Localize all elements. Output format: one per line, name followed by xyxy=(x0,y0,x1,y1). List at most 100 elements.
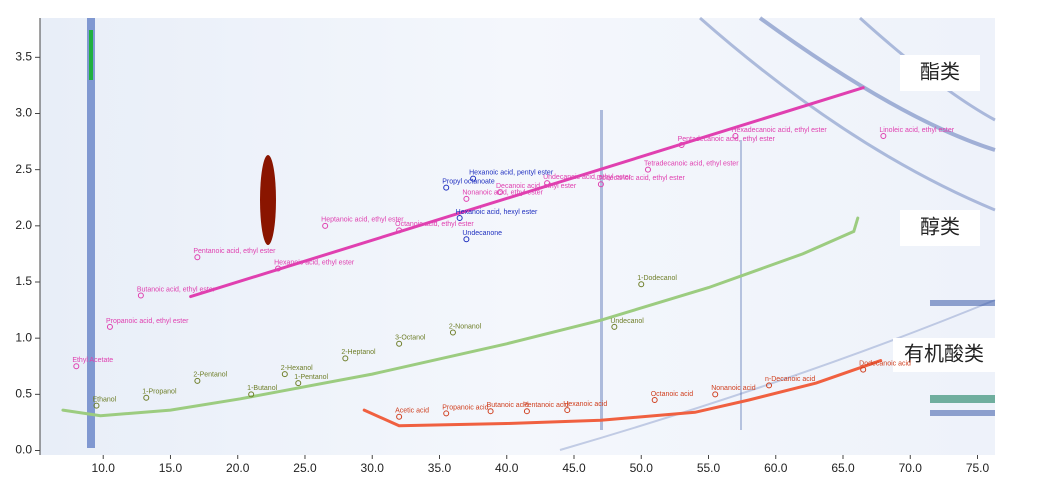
peak-marker xyxy=(194,377,201,384)
peak-marker xyxy=(456,214,463,221)
y-tick-label: 3.5 xyxy=(15,49,32,63)
peak-label: 3-Octanol xyxy=(395,335,426,342)
peak-marker xyxy=(396,227,403,234)
peak-label: Butanoic acid, ethyl ester xyxy=(137,286,216,293)
peak-marker xyxy=(564,407,571,414)
x-tick-label: 25.0 xyxy=(293,461,317,475)
peak-label: Pentadecanoic acid, ethyl ester xyxy=(678,136,776,143)
peak-marker xyxy=(497,189,504,196)
x-tick-label: 45.0 xyxy=(562,461,586,475)
peak-marker xyxy=(449,329,456,336)
peak-marker xyxy=(638,281,645,288)
peak-marker xyxy=(396,413,403,420)
peak-marker xyxy=(295,380,302,387)
peak-marker xyxy=(732,132,739,139)
peak-label: Acetic acid xyxy=(395,408,429,415)
peak-marker xyxy=(544,180,551,187)
label-box xyxy=(893,338,995,372)
x-tick-label: 10.0 xyxy=(92,461,116,475)
peak-label: Hexanoic acid, hexyl ester xyxy=(456,209,538,216)
peak-label: 1-Propanol xyxy=(142,389,177,396)
peak-marker xyxy=(463,236,470,243)
peak-label: Propanoic acid xyxy=(442,404,488,411)
peak-label: Hexanoic acid, ethyl ester xyxy=(274,259,355,266)
x-tick-label: 70.0 xyxy=(899,461,923,475)
peak-label: Dodecanoic acid, ethyl ester xyxy=(597,175,686,182)
peak-label: 1-Dodecanol xyxy=(637,275,677,282)
y-tick-label: 3.0 xyxy=(15,106,32,120)
label-box xyxy=(900,55,980,91)
peak-marker xyxy=(93,402,100,409)
peak-marker xyxy=(342,355,349,362)
peak-label: Ethyl Acetate xyxy=(72,357,113,364)
peak-label: Hexadecanoic acid, ethyl ester xyxy=(731,127,827,134)
peak-label: 1-Pentanol xyxy=(294,374,328,381)
peak-marker xyxy=(443,410,450,417)
peak-marker xyxy=(651,396,658,403)
peak-label: 2-Hexanol xyxy=(281,365,313,372)
peak-label: Undecanone xyxy=(462,230,502,237)
trend-line xyxy=(189,86,865,299)
peak-label: Hexanoic acid xyxy=(563,401,607,408)
y-tick-label: 2.5 xyxy=(15,162,32,176)
peak-label: Decanoic acid, ethyl ester xyxy=(496,183,577,190)
label-box xyxy=(900,210,980,246)
peak-marker xyxy=(396,340,403,347)
peak-label: Hexanoic acid, pentyl ester xyxy=(469,169,554,176)
chromatogram-texture xyxy=(87,16,996,451)
peak-label: Dodecanoic acid xyxy=(859,360,911,367)
peak-label: Nonanoic acid, ethyl ester xyxy=(462,190,543,197)
trend-line xyxy=(61,216,860,418)
peak-marker xyxy=(73,363,80,370)
peak-marker xyxy=(880,132,887,139)
peak-marker xyxy=(712,391,719,398)
x-tick-label: 75.0 xyxy=(966,461,990,475)
y-tick-label: 0.5 xyxy=(15,387,32,401)
y-tick-label: 1.0 xyxy=(15,330,32,344)
x-tick-label: 35.0 xyxy=(428,461,452,475)
peak-label: Undecanol xyxy=(610,318,644,325)
peak-label: Heptanoic acid, ethyl ester xyxy=(321,217,404,224)
peak-label: Octanoic acid xyxy=(651,391,694,398)
peak-label: 2-Pentanol xyxy=(193,372,227,379)
peak-marker xyxy=(597,181,604,188)
x-tick-label: 60.0 xyxy=(764,461,788,475)
peak-label: Tetradecanoic acid, ethyl ester xyxy=(644,161,739,168)
group-label: 有机酸类 xyxy=(904,342,984,366)
peak-label: 2-Heptanol xyxy=(341,349,376,356)
peak-label: Octanoic acid, ethyl ester xyxy=(395,221,474,228)
peak-label: Propanoic acid, ethyl ester xyxy=(106,318,189,325)
peak-label: n-Decanoic acid xyxy=(765,376,815,383)
peak-label: Propyl octanoate xyxy=(442,178,495,185)
x-tick-label: 50.0 xyxy=(630,461,654,475)
peak-label: Nonanoic acid xyxy=(711,385,755,392)
peak-marker xyxy=(248,391,255,398)
peak-marker xyxy=(463,195,470,202)
peak-label: Undecanoic acid, ethyl ester xyxy=(543,174,632,181)
trend-line xyxy=(362,359,883,428)
y-tick-label: 2.0 xyxy=(15,218,32,232)
peak-marker xyxy=(860,366,867,373)
group-label: 酯类 xyxy=(920,60,960,84)
x-tick-label: 40.0 xyxy=(495,461,519,475)
group-label: 醇类 xyxy=(920,215,960,239)
x-tick-label: 20.0 xyxy=(226,461,250,475)
peak-label: Ethanol xyxy=(92,396,116,403)
peak-marker xyxy=(611,323,618,330)
peak-marker xyxy=(106,323,113,330)
peak-marker xyxy=(275,265,282,272)
peak-marker xyxy=(487,408,494,415)
y-tick-label: 0.0 xyxy=(15,443,32,457)
peak-marker xyxy=(194,254,201,261)
peak-label: Pentanoic acid, ethyl ester xyxy=(193,248,276,255)
peak-label: Linoleic acid, ethyl ester xyxy=(879,127,954,134)
peak-label: 2-Nonanol xyxy=(449,323,482,330)
x-tick-label: 30.0 xyxy=(361,461,385,475)
y-tick-label: 1.5 xyxy=(15,274,32,288)
x-tick-label: 65.0 xyxy=(831,461,855,475)
x-tick-label: 55.0 xyxy=(697,461,721,475)
peak-marker xyxy=(137,292,144,299)
peak-marker xyxy=(678,141,685,148)
peak-marker xyxy=(644,166,651,173)
